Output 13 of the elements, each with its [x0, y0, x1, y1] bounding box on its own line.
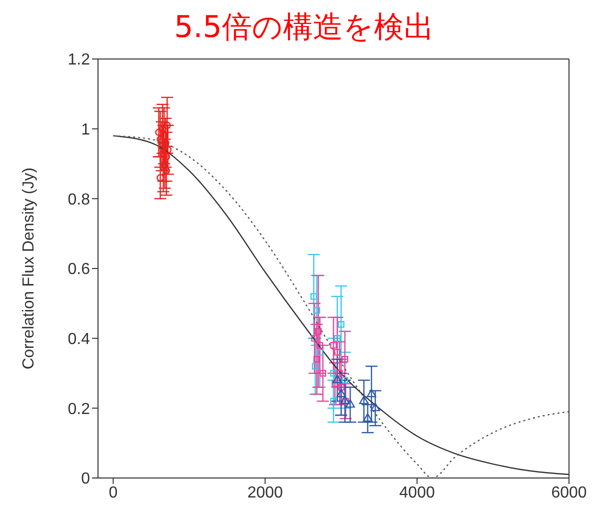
x-tick-label: 2000	[247, 484, 284, 502]
y-tick-label: 0.6	[68, 261, 90, 278]
y-axis-title: Correlation Flux Density (Jy)	[20, 168, 38, 370]
y-tick-label: 1.2	[68, 52, 90, 69]
x-tick-label: 4000	[399, 484, 435, 502]
y-tick-label: 0.4	[68, 331, 90, 348]
x-tick-label: 0	[108, 484, 118, 502]
chart-title: 5.5倍の構造を検出	[173, 9, 435, 47]
y-tick-label: 0	[81, 470, 90, 488]
x-tick-label: 6000	[551, 484, 587, 502]
y-tick-label: 1	[81, 122, 90, 139]
y-tick-label: 0.2	[68, 400, 90, 418]
y-tick-label: 0.8	[68, 191, 90, 208]
